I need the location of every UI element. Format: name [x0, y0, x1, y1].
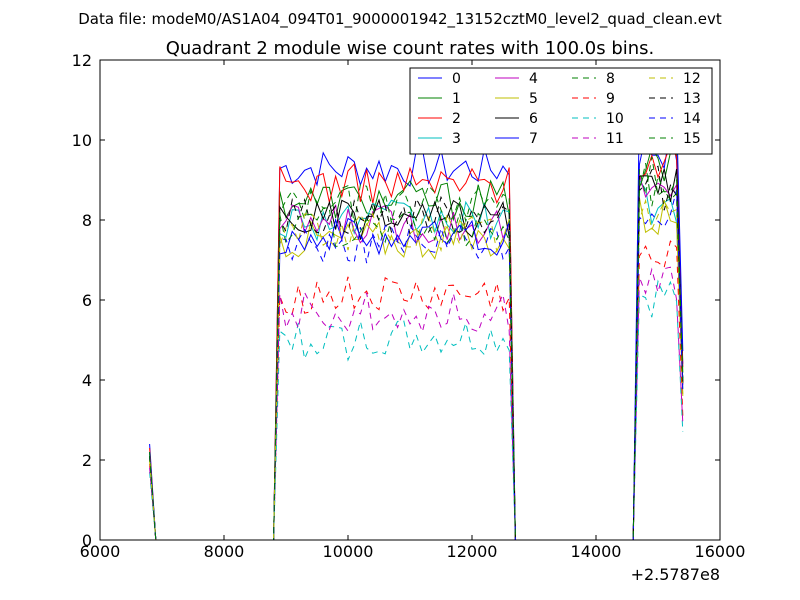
- x-tick-label: 6000: [80, 542, 121, 561]
- legend-label-12: 12: [683, 71, 701, 87]
- series-layer: [149, 104, 684, 540]
- series-line-9: [149, 240, 684, 540]
- chart-title: Quadrant 2 module wise count rates with …: [166, 38, 655, 59]
- y-tick-label: 4: [82, 371, 92, 390]
- suptitle: Data file: modeM0/AS1A04_094T01_90000019…: [78, 10, 722, 29]
- y-tick-label: 12: [72, 51, 92, 70]
- series-line-13: [149, 165, 684, 540]
- legend-label-6: 6: [529, 111, 538, 127]
- legend-label-11: 11: [606, 131, 624, 147]
- legend-box: [409, 67, 713, 155]
- legend-label-4: 4: [529, 71, 538, 87]
- x-tick-label: 12000: [447, 542, 498, 561]
- series-line-12: [149, 198, 684, 540]
- series-line-11: [149, 266, 684, 540]
- series-line-3: [149, 178, 684, 540]
- x-tick-label: 16000: [695, 542, 746, 561]
- y-tick-label: 8: [82, 211, 92, 230]
- series-line-14: [149, 189, 684, 540]
- series-line-6: [149, 168, 684, 540]
- legend-label-5: 5: [529, 91, 538, 107]
- y-tick-label: 2: [82, 451, 92, 470]
- legend-label-13: 13: [683, 91, 701, 107]
- y-tick-label: 10: [72, 131, 92, 150]
- legend-label-15: 15: [683, 131, 701, 147]
- y-tick-label: 6: [82, 291, 92, 310]
- legend-label-9: 9: [606, 91, 615, 107]
- series-line-10: [149, 279, 684, 540]
- legend-label-7: 7: [529, 131, 538, 147]
- x-tick-label: 8000: [204, 542, 245, 561]
- series-line-5: [149, 197, 684, 540]
- legend-label-2: 2: [452, 111, 461, 127]
- series-line-8: [149, 156, 684, 540]
- x-offset-label: +2.5787e8: [631, 565, 720, 584]
- legend-label-1: 1: [452, 91, 461, 107]
- series-line-2: [149, 144, 684, 540]
- legend-label-14: 14: [683, 111, 701, 127]
- legend-label-0: 0: [452, 71, 461, 87]
- series-line-1: [149, 145, 684, 540]
- series-line-7: [149, 104, 684, 540]
- legend-label-3: 3: [452, 131, 461, 147]
- legend-label-10: 10: [606, 111, 624, 127]
- series-line-0: [149, 127, 684, 540]
- y-tick-label: 0: [82, 531, 92, 550]
- x-tick-label: 10000: [323, 542, 374, 561]
- legend-label-8: 8: [606, 71, 615, 87]
- x-tick-label: 14000: [571, 542, 622, 561]
